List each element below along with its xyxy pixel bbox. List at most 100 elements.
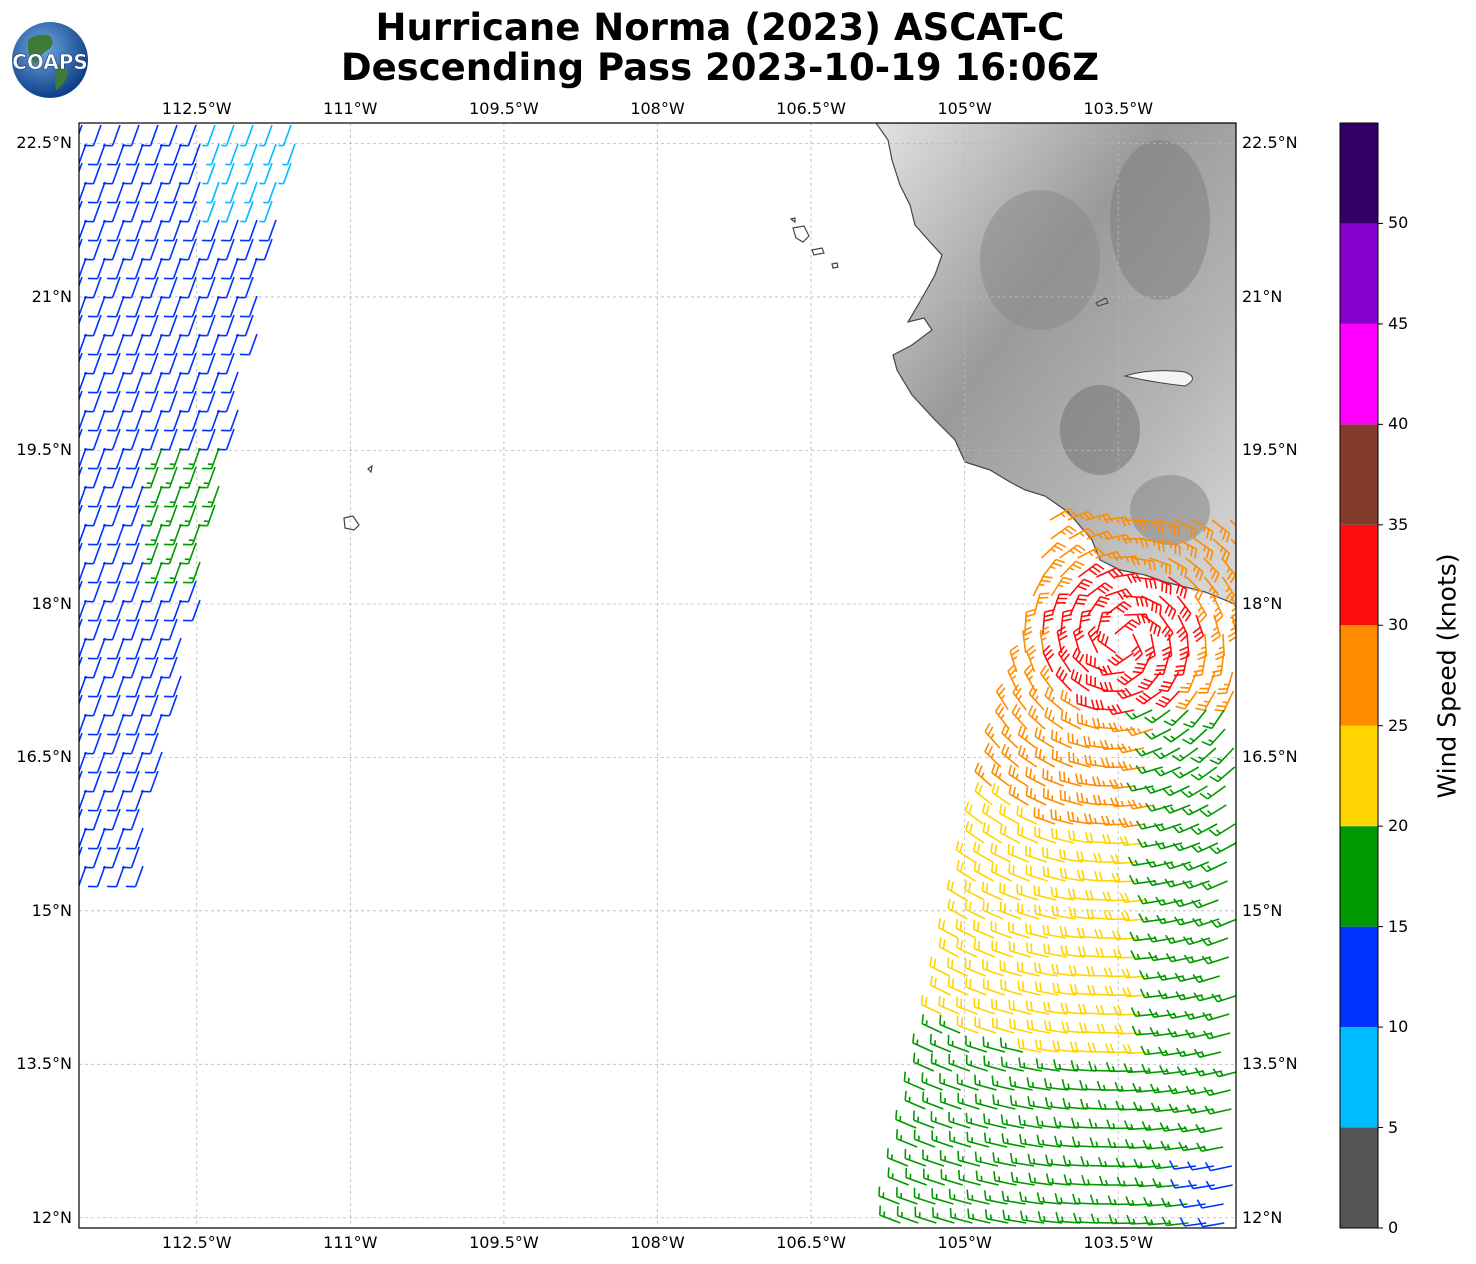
colorbar-tick-label: 45	[1388, 313, 1409, 333]
wind-barb	[1010, 1171, 1035, 1186]
wind-barb	[106, 181, 125, 204]
wind-barb	[1061, 1021, 1087, 1034]
wind-barb	[121, 314, 140, 337]
wind-barb	[125, 865, 144, 888]
wind-barb	[140, 618, 159, 641]
wind-barb	[1076, 713, 1100, 730]
colorbar-bin	[1340, 123, 1378, 224]
wind-barb	[955, 840, 976, 863]
wind-barb	[1190, 766, 1218, 781]
wind-barb	[1009, 1095, 1034, 1110]
wind-barb	[121, 770, 140, 793]
wind-barb	[178, 314, 197, 337]
wind-barb	[1178, 1141, 1206, 1152]
wind-barb	[1027, 1153, 1053, 1167]
wind-barb	[79, 751, 87, 773]
wind-barb	[1162, 785, 1190, 797]
wind-barb	[102, 162, 121, 185]
wind-barb	[121, 732, 140, 755]
wind-barb	[1050, 809, 1074, 825]
lon-tick-label-top: 103.5°W	[1083, 99, 1154, 118]
wind-barb	[1203, 1030, 1231, 1040]
wind-barb	[263, 181, 277, 204]
wind-barb	[964, 899, 986, 920]
wind-barb	[140, 276, 159, 299]
wind-barb	[102, 694, 121, 717]
wind-barb	[83, 352, 102, 375]
wind-barb	[1025, 864, 1048, 882]
wind-barb	[1098, 1175, 1125, 1186]
colorbar-tick-label: 0	[1388, 1218, 1399, 1237]
wind-barb	[1197, 633, 1208, 661]
wind-barb	[1195, 1123, 1223, 1134]
wind-barb	[1155, 896, 1183, 906]
chart-title-line1: Hurricane Norma (2023) ASCAT-C	[375, 6, 1065, 49]
wind-barb	[125, 447, 144, 470]
wind-barb	[102, 314, 121, 337]
wind-barb	[1096, 1080, 1123, 1091]
wind-barb	[999, 1037, 1024, 1053]
wind-barb	[1018, 1114, 1043, 1129]
wind-barb	[1078, 609, 1092, 635]
wind-barb	[87, 485, 106, 508]
wind-barb	[948, 1111, 971, 1129]
wind-barb	[159, 352, 178, 375]
wind-barb	[1193, 1048, 1222, 1058]
wind-barb	[197, 466, 216, 489]
wind-barb	[83, 162, 102, 185]
wind-barb	[159, 504, 178, 527]
wind-barb	[1107, 704, 1135, 716]
wind-barb	[974, 1016, 997, 1034]
lon-tick-label-top: 105°W	[937, 99, 992, 118]
wind-barb	[1060, 944, 1086, 958]
wind-barb	[216, 314, 235, 337]
wind-barb	[163, 257, 182, 280]
wind-barb	[235, 238, 254, 261]
chart-title-line2: Descending Pass 2023-10-19 16:06Z	[340, 46, 1100, 89]
wind-barb	[1134, 1177, 1161, 1188]
wind-barb	[106, 865, 125, 888]
wind-barb	[1107, 1138, 1134, 1149]
wind-barb	[83, 124, 102, 147]
wind-barb	[1200, 880, 1228, 891]
wind-barb	[159, 694, 178, 717]
wind-barb	[983, 1132, 1008, 1148]
wind-barb	[121, 618, 140, 641]
wind-barb	[1125, 709, 1153, 720]
wind-barb	[83, 694, 102, 717]
wind-barb	[79, 504, 83, 516]
wind-barb	[939, 1014, 961, 1034]
wind-barb	[1036, 1192, 1062, 1205]
wind-barb	[1214, 690, 1235, 712]
wind-barb	[1084, 754, 1109, 768]
wind-barb	[1185, 1085, 1213, 1096]
wind-barb	[1204, 1161, 1233, 1172]
wind-barb	[904, 1090, 926, 1110]
wind-barb	[995, 683, 1009, 711]
wind-barb	[79, 618, 83, 630]
wind-barb	[239, 295, 258, 318]
wind-barb	[896, 1187, 918, 1205]
wind-barb	[947, 976, 969, 996]
wind-barb	[1056, 626, 1068, 654]
wind-barb	[939, 1150, 963, 1167]
wind-barb	[1097, 1099, 1124, 1110]
wind-barb	[1113, 555, 1141, 566]
wind-barb	[1113, 1005, 1140, 1016]
wind-barb	[79, 846, 83, 858]
wind-barb	[159, 238, 178, 261]
wind-barb	[974, 1074, 997, 1091]
wind-barb	[1088, 1118, 1115, 1129]
wind-barb	[144, 295, 163, 318]
wind-barb	[1103, 910, 1130, 921]
wind-barb	[125, 637, 144, 660]
wind-barb	[144, 637, 163, 660]
wind-barb	[140, 770, 159, 793]
colorbar-tick-label: 5	[1388, 1117, 1399, 1137]
wind-barb	[956, 860, 977, 882]
wind-barb	[221, 162, 235, 185]
wind-barb	[178, 276, 197, 299]
wind-barb	[201, 295, 220, 318]
wind-barb	[1201, 728, 1226, 747]
wind-barb	[79, 599, 87, 621]
